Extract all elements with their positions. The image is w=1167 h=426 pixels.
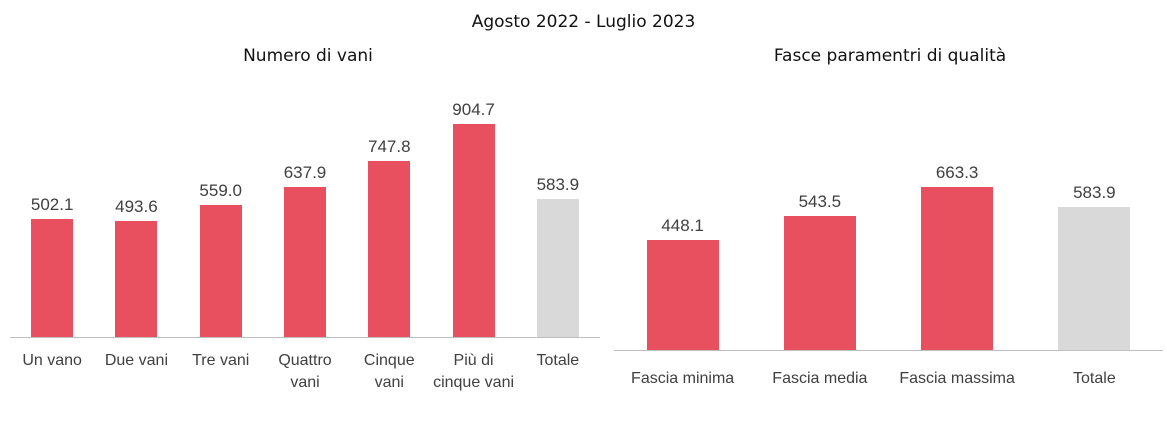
- bar: [368, 160, 411, 337]
- x-tick-label: Fascia massima: [899, 370, 1015, 387]
- value-label: 493.6: [115, 196, 158, 216]
- value-label: 448.1: [661, 215, 704, 235]
- x-tick-label: Totale: [536, 352, 580, 369]
- x-tick-label: Quattro vani: [278, 352, 332, 391]
- x-tick-label: Tre vani: [192, 352, 250, 369]
- x-tick-label: Fascia minima: [631, 370, 735, 387]
- x-axis: [614, 350, 1163, 351]
- bar: [536, 199, 579, 337]
- bar: [115, 220, 158, 337]
- value-label: 637.9: [283, 162, 327, 182]
- value-label: 559.0: [199, 181, 242, 201]
- bar: [31, 218, 74, 337]
- bar: [284, 186, 326, 337]
- value-label: 583.9: [536, 175, 580, 195]
- value-label: 747.8: [368, 136, 411, 156]
- value-label: 583.9: [1073, 182, 1116, 202]
- bar: [452, 123, 495, 337]
- bar: [199, 205, 242, 337]
- bar: [921, 187, 994, 350]
- x-tick-label: Cinque vani: [363, 352, 415, 391]
- value-label: 904.7: [452, 99, 495, 119]
- value-label: 502.1: [30, 194, 74, 214]
- page-title: Agosto 2022 - Luglio 2023: [471, 12, 696, 32]
- x-tick-label: Due vani: [104, 352, 168, 369]
- x-tick-label: Più di cinque vani: [433, 352, 515, 391]
- bar: [1058, 206, 1131, 350]
- chart-title: Fasce paramentri di qualità: [773, 46, 1007, 66]
- bar: [783, 216, 856, 350]
- x-tick-label: Un vano: [22, 352, 82, 369]
- chart-title: Numero di vani: [243, 46, 373, 66]
- x-tick-label: Fascia media: [772, 370, 868, 387]
- x-axis: [10, 337, 600, 338]
- bar: [646, 239, 719, 350]
- value-label: 663.3: [935, 163, 979, 183]
- value-label: 543.5: [798, 192, 842, 212]
- x-tick-label: Totale: [1073, 370, 1116, 387]
